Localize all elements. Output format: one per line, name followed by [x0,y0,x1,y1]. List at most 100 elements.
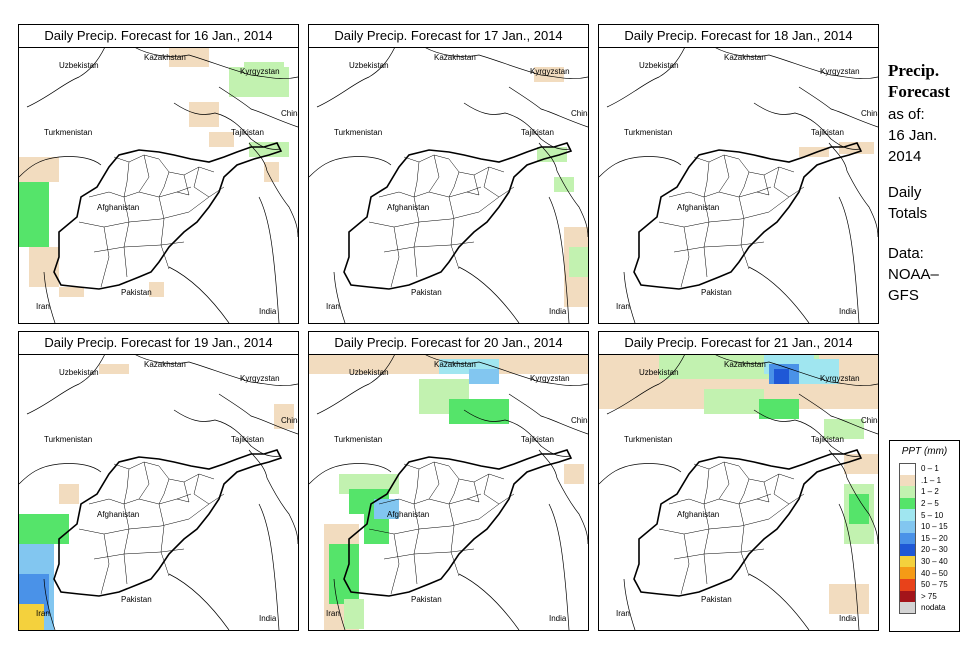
legend-item: 5 – 10 [890,509,959,521]
side-title: Precip. Forecast [888,60,950,102]
label-uzbekistan: Uzbekistan [59,61,99,70]
afghanistan-border [343,449,573,597]
label-afghanistan: Afghanistan [677,203,719,212]
legend-item: .1 – 1 [890,474,959,487]
precip-field [309,354,588,630]
precip-cell [449,399,509,424]
label-tajikistan: Tajikistan [811,435,844,444]
legend-swatch [899,463,916,475]
precip-cell [149,282,164,297]
legend-item: 15 – 20 [890,532,959,545]
label-afghanistan: Afghanistan [677,510,719,519]
precip-cell [264,162,279,182]
label-kazakhstan: Kazakhstan [724,53,766,62]
precip-cell [799,359,839,384]
legend-label: 20 – 30 [921,545,948,555]
label-india: India [839,614,857,623]
precip-field [19,364,294,630]
province-lines [658,461,805,595]
label-afghanistan: Afghanistan [97,510,139,519]
legend-label: 2 – 5 [921,499,939,509]
precip-field [534,67,588,307]
map: Uzbekistan Kazakhstan Kyrgyzstan China T… [309,47,588,323]
label-pakistan: Pakistan [121,288,152,297]
label-afghanistan: Afghanistan [387,510,429,519]
label-kyrgyzstan: Kyrgyzstan [820,67,860,76]
label-india: India [549,614,567,623]
side-asof: as of: 16 Jan. 2014 [888,104,937,167]
data-line1: Data: [888,245,924,262]
label-turkmenistan: Turkmenistan [44,128,92,137]
precip-cell [774,369,789,384]
precip-cell [534,67,564,82]
label-kazakhstan: Kazakhstan [434,53,476,62]
map: Uzbekistan Kazakhstan Kyrgyzstan China T… [19,47,298,323]
country-labels: Uzbekistan Kazakhstan Kyrgyzstan China T… [326,360,588,623]
label-kyrgyzstan: Kyrgyzstan [240,67,280,76]
precip-cell [839,142,874,154]
label-pakistan: Pakistan [701,288,732,297]
precip-field [599,354,878,614]
precip-cell [169,47,209,67]
legend-swatch [899,532,916,545]
precip-cell [564,464,584,484]
legend-swatch [899,474,916,487]
legend-label: 30 – 40 [921,557,948,567]
asof-label: as of: [888,106,925,123]
label-pakistan: Pakistan [701,595,732,604]
province-lines [368,461,515,595]
label-pakistan: Pakistan [411,288,442,297]
forecast-panel-jan21: Daily Precip. Forecast for 21 Jan., 2014… [598,331,879,631]
legend-label: .1 – 1 [921,475,942,485]
side-totals: Daily Totals [888,182,927,224]
label-uzbekistan: Uzbekistan [349,61,389,70]
legend-item: 0 – 1 [890,463,959,475]
borders [309,47,588,323]
province-lines [78,461,225,595]
borders [309,354,588,630]
label-turkmenistan: Turkmenistan [334,435,382,444]
precip-cell [704,389,764,414]
legend-item: 10 – 15 [890,520,959,533]
label-pakistan: Pakistan [411,595,442,604]
legend-swatch [899,486,916,498]
map: Uzbekistan Kazakhstan Kyrgyzstan China T… [599,354,878,630]
label-china: China [861,109,878,118]
label-iran: Iran [326,609,340,618]
label-iran: Iran [36,609,50,618]
map: Uzbekistan Kazakhstan Kyrgyzstan China T… [309,354,588,630]
precip-cell [244,62,284,82]
country-labels: Uzbekistan Kazakhstan Kyrgyzstan China T… [326,53,588,316]
legend-title: PPT (mm) [901,446,948,457]
map: Uzbekistan Kazakhstan Kyrgyzstan China T… [599,47,878,323]
precip-cell [209,132,234,147]
legend-label: 1 – 2 [921,487,939,497]
label-tajikistan: Tajikistan [231,435,264,444]
precip-field [19,47,289,297]
label-uzbekistan: Uzbekistan [639,61,679,70]
asof-date-line1: 16 Jan. [888,127,938,144]
legend-item: 20 – 30 [890,544,959,556]
label-kazakhstan: Kazakhstan [144,360,186,369]
afghanistan-border [343,142,573,290]
label-kyrgyzstan: Kyrgyzstan [530,374,570,383]
legend-swatch [899,544,916,556]
label-kyrgyzstan: Kyrgyzstan [820,374,860,383]
label-tajikistan: Tajikistan [521,435,554,444]
country-labels: Uzbekistan Kazakhstan Kyrgyzstan China T… [36,53,298,316]
legend-item: nodata [890,602,959,614]
legend-label: > 75 [921,591,937,601]
precip-cell [569,247,588,277]
label-china: China [861,416,878,425]
label-turkmenistan: Turkmenistan [44,435,92,444]
totals-line2: Totals [888,205,928,222]
province-lines [658,154,805,288]
totals-line1: Daily [888,184,922,201]
precip-cell [344,599,364,629]
panel-title: Daily Precip. Forecast for 17 Jan., 2014 [309,25,588,48]
forecast-panel-jan16: Daily Precip. Forecast for 16 Jan., 2014… [18,24,299,324]
panel-title: Daily Precip. Forecast for 20 Jan., 2014 [309,332,588,355]
legend-item: 40 – 50 [890,567,959,579]
